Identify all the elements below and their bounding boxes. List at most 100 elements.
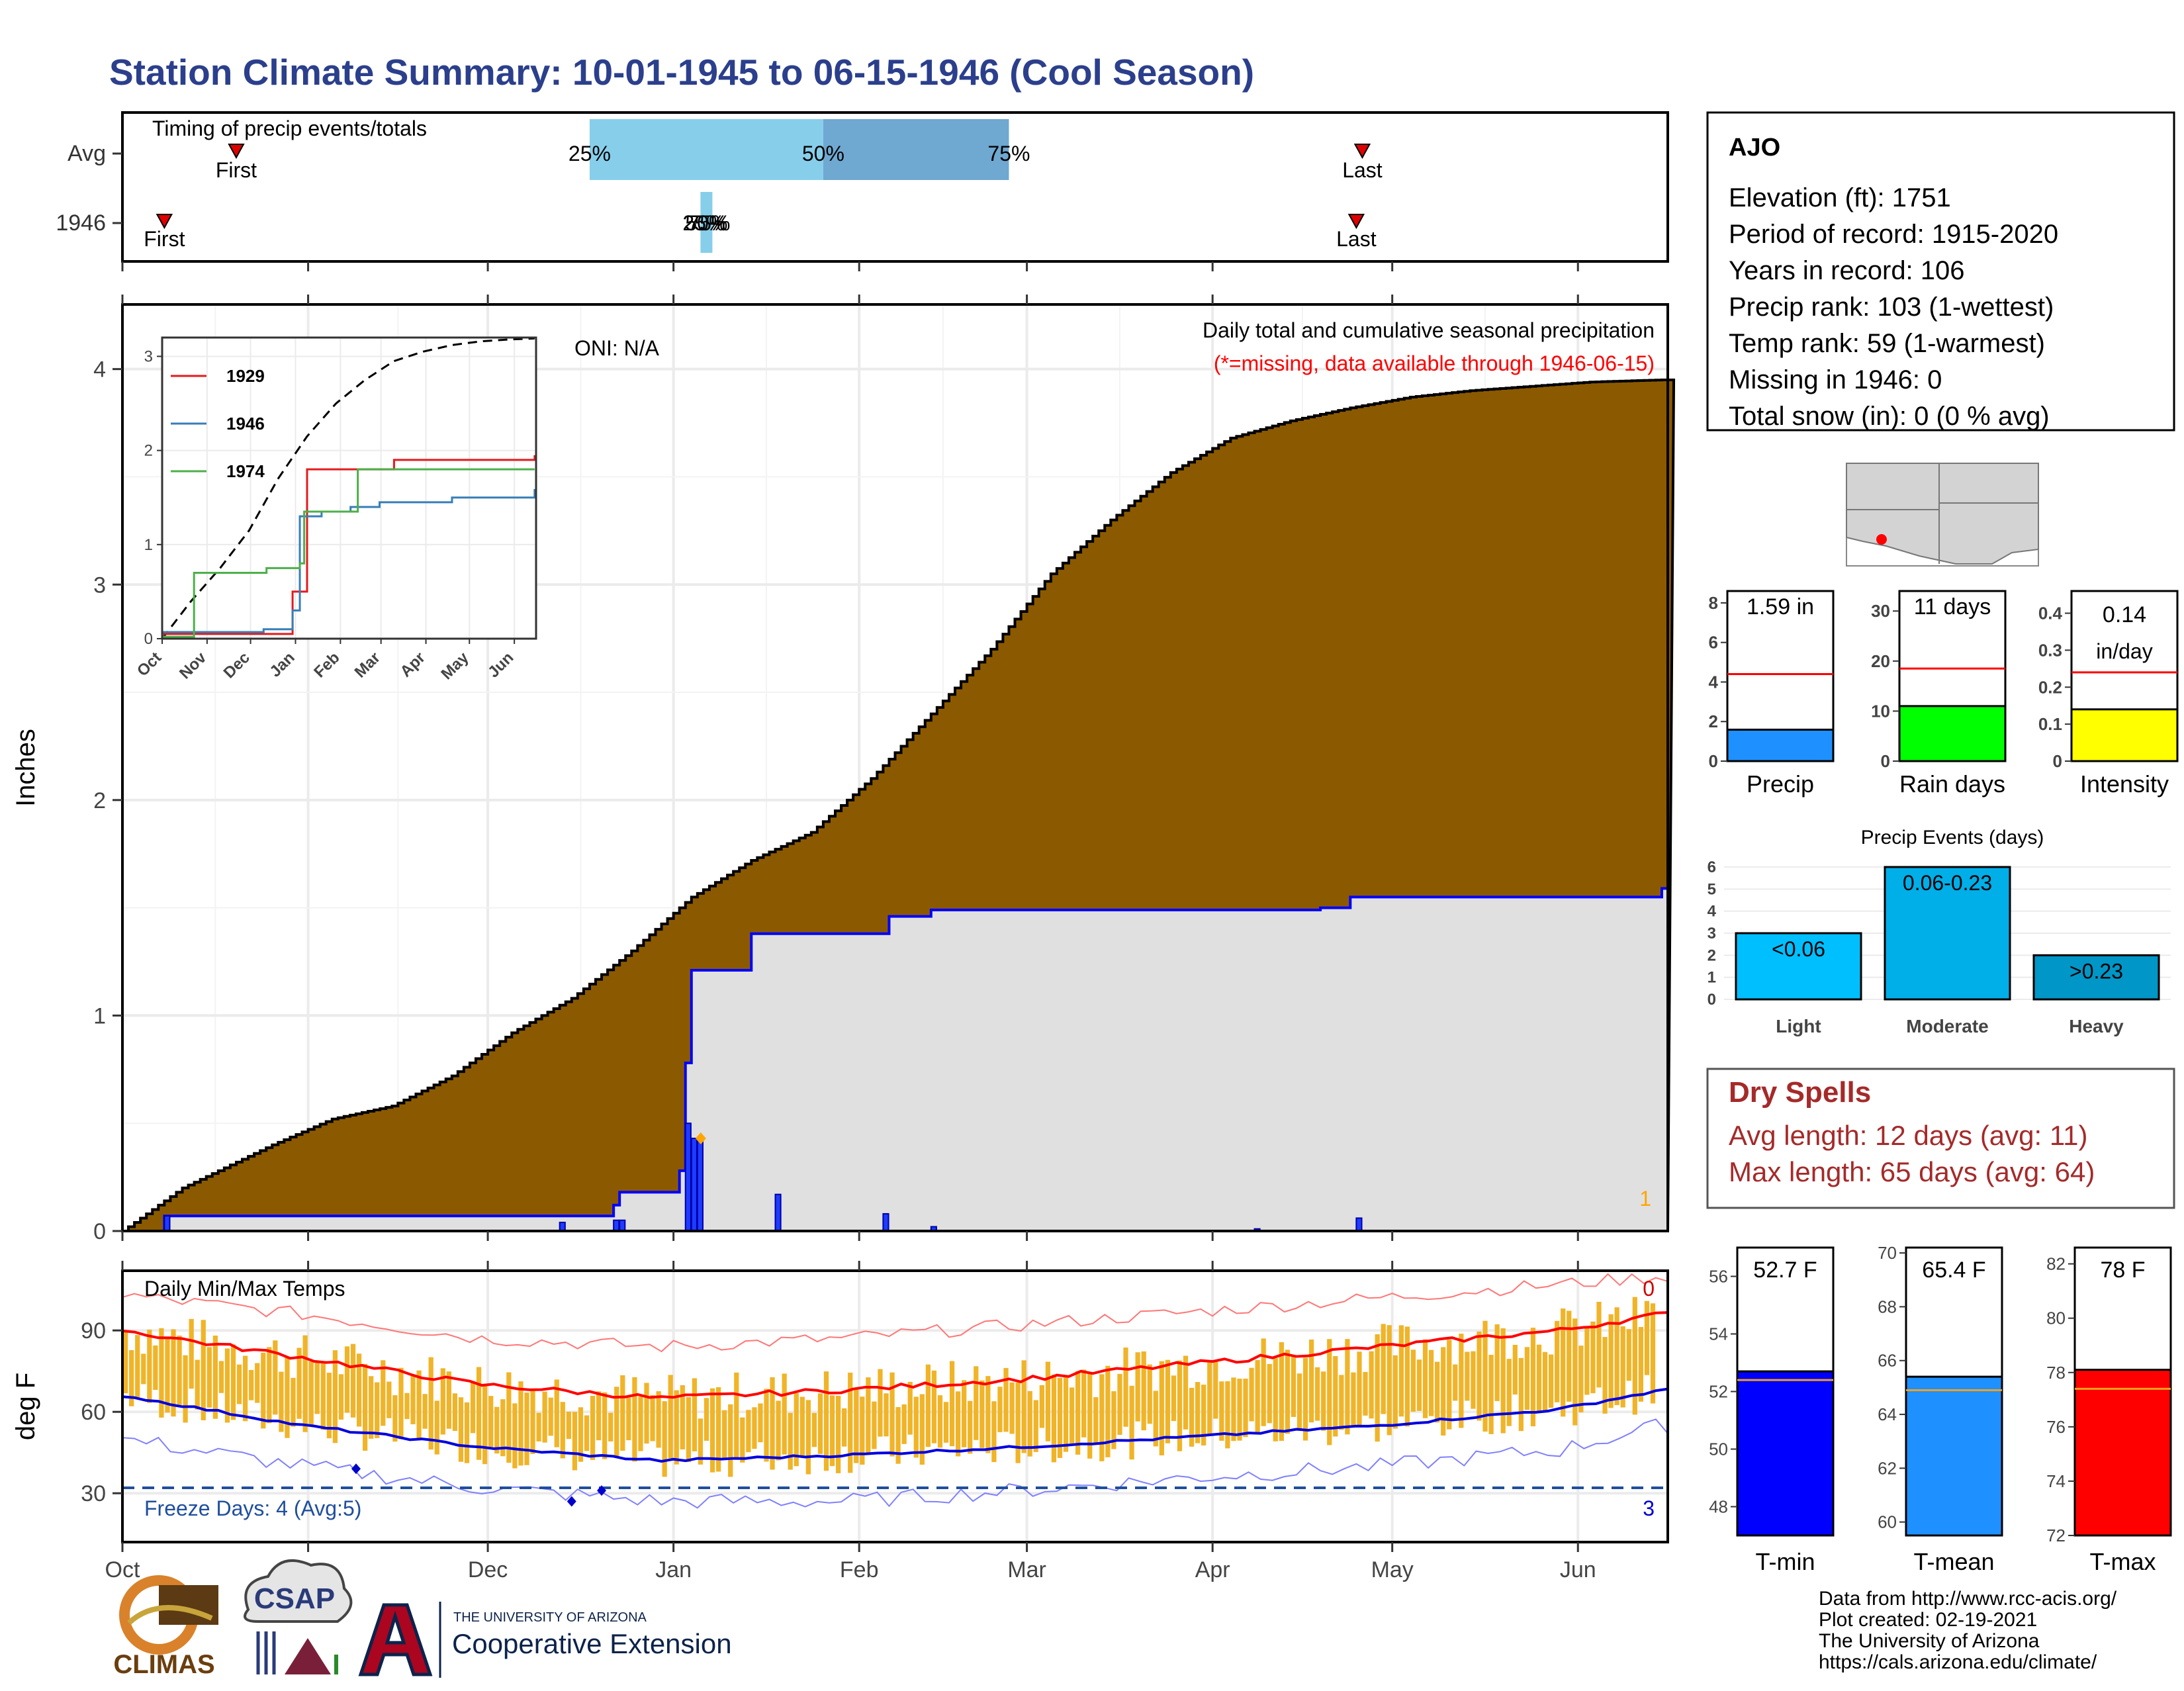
daily-temp-bar — [482, 1385, 488, 1465]
daily-temp-bar — [1494, 1324, 1500, 1401]
mini-bar-tick-label: 20 — [1871, 651, 1890, 671]
daily-temp-bar — [991, 1401, 997, 1463]
csap-logo: CSAP — [244, 1559, 353, 1674]
daily-temp-bar — [656, 1391, 661, 1448]
daily-temp-bar — [878, 1369, 883, 1437]
events-bar-heavy — [2032, 954, 2160, 1001]
events-tick-label: 6 — [1707, 858, 1716, 876]
daily-temp-bar — [147, 1330, 152, 1403]
daily-temp-bar — [1590, 1321, 1596, 1394]
month-label: Jan — [655, 1557, 692, 1582]
daily-temp-bar — [1506, 1359, 1512, 1426]
daily-temp-bar — [195, 1359, 200, 1410]
daily-temp-bar — [518, 1381, 523, 1466]
daily-temp-bar — [1183, 1355, 1189, 1430]
daily-temp-bar — [464, 1402, 470, 1463]
daily-temp-bar — [1357, 1351, 1362, 1426]
daily-temp-bar — [937, 1395, 943, 1448]
daily-temp-bar — [1453, 1364, 1458, 1401]
daily-temp-bar — [572, 1412, 578, 1471]
daily-temp-bar — [776, 1400, 781, 1461]
daily-temp-bar — [1471, 1351, 1476, 1409]
events-category-label: Light — [1776, 1016, 1821, 1036]
daily-temp-bar — [596, 1391, 602, 1441]
y-tick-label: 2 — [93, 788, 106, 813]
daily-temp-bar — [1165, 1359, 1171, 1443]
month-label: Mar — [1007, 1557, 1046, 1582]
daily-temp-bar — [452, 1393, 458, 1432]
daily-temp-bar — [153, 1345, 158, 1390]
ua-small-text: THE UNIVERSITY OF ARIZONA — [453, 1610, 647, 1625]
daily-temp-bar — [356, 1353, 362, 1427]
station-dot — [1876, 534, 1887, 545]
daily-temp-bar — [1488, 1355, 1494, 1434]
month-label: Apr — [1195, 1557, 1230, 1582]
events-bar-light — [1735, 932, 1862, 1001]
daily-temp-bar — [895, 1407, 901, 1464]
avg-first-label: First — [216, 158, 257, 182]
daily-temp-bar — [243, 1355, 248, 1422]
daily-temp-bar — [387, 1381, 392, 1418]
1946-first-marker — [156, 214, 173, 230]
1946-25-label: 25% — [682, 211, 725, 235]
precip-caption: Daily total and cumulative seasonal prec… — [1203, 318, 1655, 342]
daily-temp-bar — [267, 1347, 272, 1424]
mini-bar-tick-label: 0.2 — [2038, 677, 2062, 697]
events-tick-label: 3 — [1707, 925, 1716, 942]
daily-temp-bar — [1105, 1365, 1111, 1457]
daily-temp-bar — [1333, 1355, 1338, 1437]
daily-temp-bar — [255, 1363, 260, 1403]
station-line-5: Temp rank: 59 (1-warmest) — [1729, 329, 2045, 358]
events-tick-label: 4 — [1707, 903, 1717, 921]
month-label: Oct — [105, 1557, 140, 1582]
events-bar-label: 0.06-0.23 — [1903, 871, 1992, 895]
station-line-7: Total snow (in): 0 (0 % avg) — [1729, 402, 2050, 431]
temp-bar-tick-label: 66 — [1878, 1351, 1897, 1371]
ua-big-text: Cooperative Extension — [452, 1628, 732, 1659]
month-label: May — [1371, 1557, 1414, 1582]
daily-temp-bar — [165, 1336, 170, 1413]
events-bar-label: >0.23 — [2070, 959, 2123, 983]
daily-temp-bar — [835, 1395, 841, 1473]
temp-bar-tick-label: 50 — [1709, 1440, 1728, 1459]
daily-temp-bar — [1584, 1326, 1590, 1395]
daily-temp-bar — [434, 1400, 439, 1455]
daily-temp-bar — [470, 1381, 476, 1434]
daily-temp-bar — [1171, 1375, 1177, 1422]
daily-temp-bar — [1375, 1334, 1380, 1442]
month-label: Jun — [1560, 1557, 1596, 1582]
daily-temp-bar — [968, 1400, 973, 1454]
daily-temp-bar — [662, 1401, 667, 1477]
daily-temp-bar — [1387, 1325, 1392, 1436]
daily-temp-bar — [805, 1400, 811, 1475]
daily-precip-bar — [690, 1138, 698, 1232]
daily-temp-bar — [782, 1373, 787, 1455]
daily-temp-bar — [530, 1389, 535, 1454]
daily-temp-bar — [674, 1390, 679, 1465]
daily-temp-bar — [638, 1396, 643, 1451]
daily-temp-bar — [279, 1371, 284, 1432]
daily-temp-bar — [1057, 1377, 1063, 1458]
daily-temp-bar — [1410, 1349, 1416, 1412]
daily-temp-bar — [344, 1346, 350, 1413]
daily-temp-bars — [123, 1297, 1656, 1477]
mini-bar-label: Precip — [1747, 770, 1814, 798]
temp-bar-value — [2073, 1369, 2172, 1537]
daily-temp-bar — [698, 1418, 704, 1465]
daily-temp-bar — [680, 1385, 685, 1449]
daily-temp-bar — [1135, 1352, 1140, 1422]
daily-temp-bar — [183, 1355, 188, 1423]
daily-temp-bar — [1327, 1339, 1332, 1445]
page-title: Station Climate Summary: 10-01-1945 to 0… — [109, 52, 1254, 93]
daily-temp-bar — [1291, 1357, 1297, 1417]
daily-temp-bar — [1459, 1334, 1464, 1428]
daily-temp-bar — [314, 1362, 320, 1414]
station-line-4: Precip rank: 103 (1-wettest) — [1729, 293, 2054, 322]
daily-temp-bar — [1638, 1326, 1643, 1402]
daily-precip-bar — [613, 1219, 620, 1232]
daily-temp-bar — [218, 1361, 224, 1393]
daily-temp-bar — [261, 1352, 266, 1429]
daily-temp-bar — [1339, 1375, 1344, 1430]
daily-temp-bar — [715, 1387, 721, 1472]
mini-bar-tick-label: 6 — [1709, 633, 1718, 653]
